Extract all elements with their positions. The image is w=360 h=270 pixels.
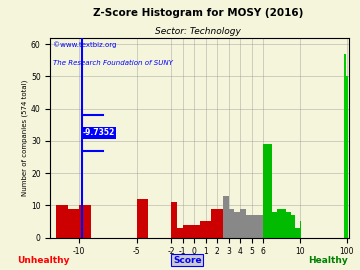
Bar — [229, 209, 234, 238]
Text: Healthy: Healthy — [308, 256, 347, 265]
Text: Unhealthy: Unhealthy — [17, 256, 69, 265]
Text: Z-Score Histogram for MOSY (2016): Z-Score Histogram for MOSY (2016) — [93, 8, 303, 18]
Bar — [263, 144, 273, 238]
Bar — [343, 54, 346, 238]
Bar — [286, 212, 291, 238]
Bar — [234, 212, 240, 238]
Bar — [206, 221, 211, 238]
Bar — [79, 205, 91, 238]
Bar — [282, 209, 286, 238]
Text: -9.7352: -9.7352 — [83, 128, 115, 137]
Bar — [68, 209, 79, 238]
Bar — [273, 212, 277, 238]
Bar — [217, 209, 223, 238]
Bar — [268, 209, 273, 238]
Text: Score: Score — [173, 256, 202, 265]
Bar — [183, 225, 188, 238]
Bar — [177, 228, 183, 238]
Bar — [296, 228, 300, 238]
Bar — [291, 215, 296, 238]
Bar — [200, 221, 206, 238]
Bar — [211, 209, 217, 238]
Bar — [346, 76, 348, 238]
Y-axis label: Number of companies (574 total): Number of companies (574 total) — [22, 79, 28, 196]
Bar — [263, 193, 268, 238]
Bar — [257, 215, 263, 238]
Bar — [194, 225, 200, 238]
Bar — [171, 202, 177, 238]
Bar — [188, 225, 194, 238]
Bar — [277, 209, 282, 238]
Bar — [223, 196, 229, 238]
Bar — [56, 205, 68, 238]
Text: ©www.textbiz.org: ©www.textbiz.org — [53, 42, 117, 49]
Bar — [137, 199, 148, 238]
Text: Sector: Technology: Sector: Technology — [155, 27, 241, 36]
Text: The Research Foundation of SUNY: The Research Foundation of SUNY — [53, 60, 173, 66]
Bar — [252, 215, 257, 238]
Bar — [246, 215, 252, 238]
Bar — [240, 209, 246, 238]
